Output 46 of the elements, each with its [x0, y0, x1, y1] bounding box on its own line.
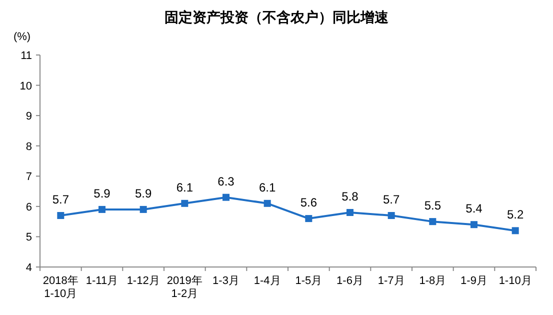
point	[429, 218, 436, 226]
y-tick-label: 4	[26, 262, 32, 274]
point	[264, 200, 271, 207]
data-label: 5.9	[134, 186, 152, 200]
x-tick-label: 1-10月	[498, 275, 532, 287]
y-tick-label: 7	[26, 171, 32, 184]
x-tick-label: 1-3月	[212, 275, 240, 287]
y-axis-title: (%)	[13, 31, 31, 43]
chart-title: 固定资产投资（不含农户）同比增速	[164, 9, 390, 25]
x-tick-label: 2018年 1-10月	[42, 275, 78, 300]
x-tick-label: 1-7月	[378, 275, 405, 287]
y-tick-label: 5	[26, 232, 32, 244]
point	[222, 194, 230, 201]
point	[181, 200, 188, 207]
x-tick-label: 1-5月	[295, 275, 322, 287]
x-tick-label: 1-8月	[419, 275, 446, 287]
point	[346, 208, 354, 216]
data-label: 5.7	[382, 192, 400, 207]
data-label: 5.2	[506, 208, 524, 222]
data-label: 5.8	[342, 189, 359, 204]
data-label: 5.6	[300, 196, 318, 210]
x-tick-label: 1-4月	[254, 275, 281, 287]
data-label: 5.4	[466, 202, 483, 216]
point	[388, 212, 395, 220]
point	[470, 221, 478, 228]
data-label: 6.1	[258, 180, 276, 194]
x-tick-label: 1-12月	[126, 275, 160, 287]
y-tick-label: 10	[20, 80, 32, 92]
data-label: 5.5	[424, 198, 442, 213]
x-tick-label: 2019年 1-2月	[166, 275, 202, 300]
data-label: 5.7	[52, 192, 70, 207]
y-tick-label: 8	[26, 140, 32, 153]
x-tick-label: 1-11月	[86, 275, 118, 287]
point	[98, 206, 106, 213]
point	[305, 215, 312, 222]
y-tick-label: 9	[26, 110, 32, 123]
point	[57, 212, 64, 220]
y-tick-label: 11	[20, 50, 32, 62]
data-label: 6.1	[176, 180, 194, 194]
y-tick-label: 6	[26, 201, 32, 214]
x-tick-label: 1-9月	[460, 275, 488, 287]
data-label: 6.3	[218, 174, 235, 188]
data-label: 5.9	[94, 186, 111, 200]
x-tick-label: 1-6月	[336, 275, 364, 287]
point	[140, 206, 147, 213]
point	[512, 227, 519, 234]
